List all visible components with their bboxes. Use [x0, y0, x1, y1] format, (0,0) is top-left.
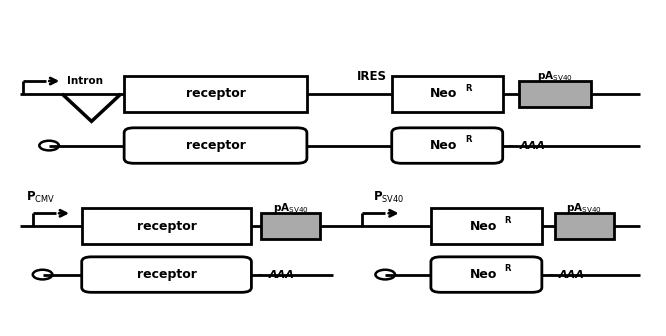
Text: R: R [505, 216, 511, 225]
Text: Neo: Neo [470, 220, 497, 233]
Text: Neo: Neo [430, 87, 458, 100]
Text: IRES: IRES [357, 70, 387, 83]
Text: AAA: AAA [268, 269, 294, 280]
Text: receptor: receptor [137, 220, 196, 233]
Bar [519, 81, 591, 107]
Text: P$_{\mathsf{SV40}}$: P$_{\mathsf{SV40}}$ [373, 190, 404, 205]
Text: AAA: AAA [559, 269, 585, 280]
Text: pA$_{\mathsf{SV40}}$: pA$_{\mathsf{SV40}}$ [537, 69, 573, 83]
Bar [555, 213, 613, 239]
Text: receptor: receptor [186, 87, 246, 100]
Text: P$_{\mathsf{CMV}}$: P$_{\mathsf{CMV}}$ [26, 190, 55, 205]
FancyBboxPatch shape [392, 128, 503, 163]
Bar [124, 76, 307, 112]
Text: R: R [505, 264, 511, 273]
Text: receptor: receptor [186, 139, 246, 152]
Text: pA$_{\mathsf{SV40}}$: pA$_{\mathsf{SV40}}$ [272, 201, 308, 215]
Bar [392, 76, 503, 112]
Text: R: R [466, 84, 472, 93]
Text: –: – [547, 269, 553, 280]
Text: AAA: AAA [519, 140, 545, 151]
Bar [261, 213, 320, 239]
FancyBboxPatch shape [124, 128, 307, 163]
Text: Intron: Intron [67, 76, 103, 86]
Text: receptor: receptor [137, 268, 196, 281]
Text: Neo: Neo [470, 268, 497, 281]
Bar [82, 208, 252, 244]
Text: –: – [508, 140, 513, 151]
FancyBboxPatch shape [82, 257, 252, 292]
Text: –: – [256, 269, 262, 280]
Text: Neo: Neo [430, 139, 458, 152]
Bar [431, 208, 542, 244]
FancyBboxPatch shape [431, 257, 542, 292]
Text: pA$_{\mathsf{SV40}}$: pA$_{\mathsf{SV40}}$ [566, 201, 602, 215]
Text: R: R [466, 135, 472, 144]
